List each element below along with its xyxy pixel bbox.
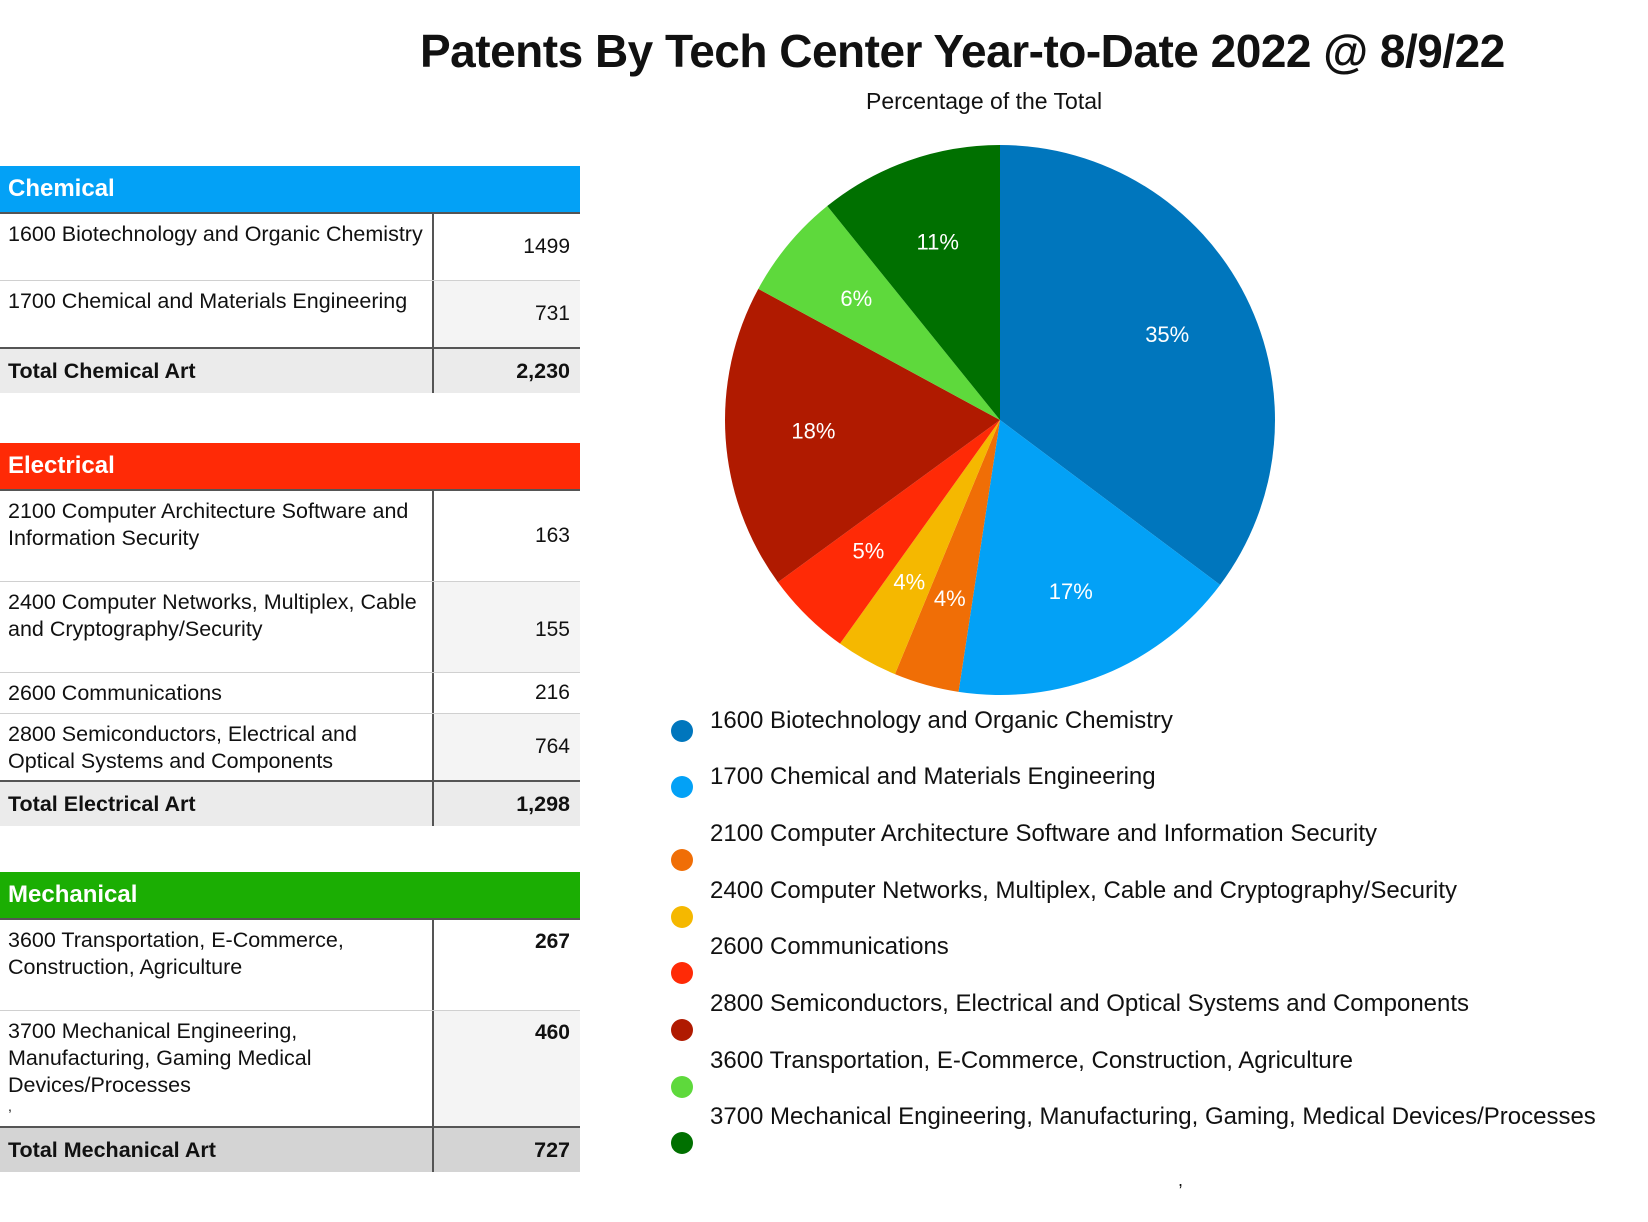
mechanical-table: Mechanical 3600 Transportation, E-Commer…: [0, 872, 580, 1172]
stray-mark: ,: [8, 1098, 12, 1114]
row-value: 1499: [434, 214, 580, 280]
row-value: 267: [434, 920, 580, 1010]
electrical-table: Electrical 2100 Computer Architecture So…: [0, 443, 580, 826]
table-row: 2800 Semiconductors, Electrical and Opti…: [0, 714, 580, 780]
slice-label: 11%: [916, 229, 958, 254]
row-value: 731: [434, 281, 580, 347]
chart-subtitle: Percentage of the Total: [866, 88, 1103, 114]
total-label: Total Chemical Art: [0, 349, 434, 393]
pie-slice: [777, 420, 1000, 644]
legend-swatch: [671, 1076, 693, 1098]
pie-slice: [894, 420, 1000, 692]
row-label: 2400 Computer Networks, Multiplex, Cable…: [0, 582, 434, 672]
row-label: 1600 Biotechnology and Organic Chemistry: [0, 214, 434, 280]
pie-slice: [1000, 145, 1275, 585]
electrical-header: Electrical: [0, 443, 580, 491]
slice-label: 17%: [1049, 579, 1093, 604]
table-row: 2600 Communications 216: [0, 673, 580, 714]
total-label: Total Electrical Art: [0, 782, 434, 826]
chemical-table: Chemical 1600 Biotechnology and Organic …: [0, 166, 580, 393]
total-row: Total Electrical Art 1,298: [0, 780, 580, 826]
legend-swatch: [671, 720, 693, 742]
chemical-header: Chemical: [0, 166, 580, 214]
legend-stray-mark: ,: [1178, 1170, 1184, 1190]
legend-label: 2100 Computer Architecture Software and …: [710, 820, 1378, 847]
row-label: 1700 Chemical and Materials Engineering: [0, 281, 434, 347]
table-row: 2100 Computer Architecture Software and …: [0, 491, 580, 582]
pie-slice: [958, 420, 1221, 696]
row-label: 3700 Mechanical Engineering, Manufacturi…: [0, 1011, 434, 1126]
row-value: 764: [434, 714, 580, 780]
row-label: 2800 Semiconductors, Electrical and Opti…: [0, 714, 434, 780]
page-title: Patents By Tech Center Year-to-Date 2022…: [420, 25, 1505, 77]
slice-label: 4%: [934, 586, 966, 611]
legend-label: 2800 Semiconductors, Electrical and Opti…: [710, 990, 1470, 1017]
legend-swatch: [671, 906, 693, 928]
slice-label: 18%: [791, 418, 835, 443]
row-value: 163: [434, 491, 580, 581]
row-value: 216: [434, 673, 580, 713]
legend-label: 2400 Computer Networks, Multiplex, Cable…: [710, 877, 1458, 904]
table-row: 2400 Computer Networks, Multiplex, Cable…: [0, 582, 580, 673]
table-row: 3700 Mechanical Engineering, Manufacturi…: [0, 1011, 580, 1126]
legend-label: 2600 Communications: [710, 933, 949, 960]
table-row: 3600 Transportation, E-Commerce, Constru…: [0, 920, 580, 1011]
row-label-text: 3700 Mechanical Engineering, Manufacturi…: [8, 1019, 312, 1097]
pie-slice: [827, 145, 1000, 420]
total-value: 2,230: [516, 359, 570, 383]
slice-label: 5%: [853, 539, 885, 564]
total-row: Total Mechanical Art 727: [0, 1126, 580, 1172]
legend-swatch: [671, 1132, 693, 1154]
total-value: 1,298: [516, 792, 570, 816]
row-value: 155: [434, 582, 580, 672]
legend-swatch: [671, 849, 693, 871]
pie-slice: [840, 420, 1000, 675]
pie-slice: [725, 288, 1000, 583]
slice-label: 4%: [893, 569, 925, 594]
pie-chart: 35% 17% 4% 4% 5% 18% 6% 11%: [725, 145, 1275, 696]
row-label: 2600 Communications: [0, 673, 434, 713]
slice-label: 35%: [1145, 322, 1189, 347]
legend-label: 1600 Biotechnology and Organic Chemistry: [710, 707, 1173, 734]
row-label: 3600 Transportation, E-Commerce, Constru…: [0, 920, 434, 1010]
legend-label: 3700 Mechanical Engineering, Manufacturi…: [710, 1103, 1596, 1130]
legend-swatch: [671, 1019, 693, 1041]
legend-label: 3600 Transportation, E-Commerce, Constru…: [710, 1047, 1353, 1074]
legend-label: 1700 Chemical and Materials Engineering: [710, 763, 1156, 790]
table-row: 1600 Biotechnology and Organic Chemistry…: [0, 214, 580, 281]
total-value: 727: [534, 1138, 570, 1162]
row-label: 2100 Computer Architecture Software and …: [0, 491, 434, 581]
mechanical-header: Mechanical: [0, 872, 580, 920]
total-label: Total Mechanical Art: [0, 1128, 434, 1172]
row-value: 460: [434, 1011, 580, 1126]
total-row: Total Chemical Art 2,230: [0, 347, 580, 393]
legend-swatch: [671, 776, 693, 798]
table-row: 1700 Chemical and Materials Engineering …: [0, 281, 580, 347]
slice-label: 6%: [840, 286, 872, 311]
legend-swatch: [671, 962, 693, 984]
pie-slice: [758, 206, 1000, 420]
